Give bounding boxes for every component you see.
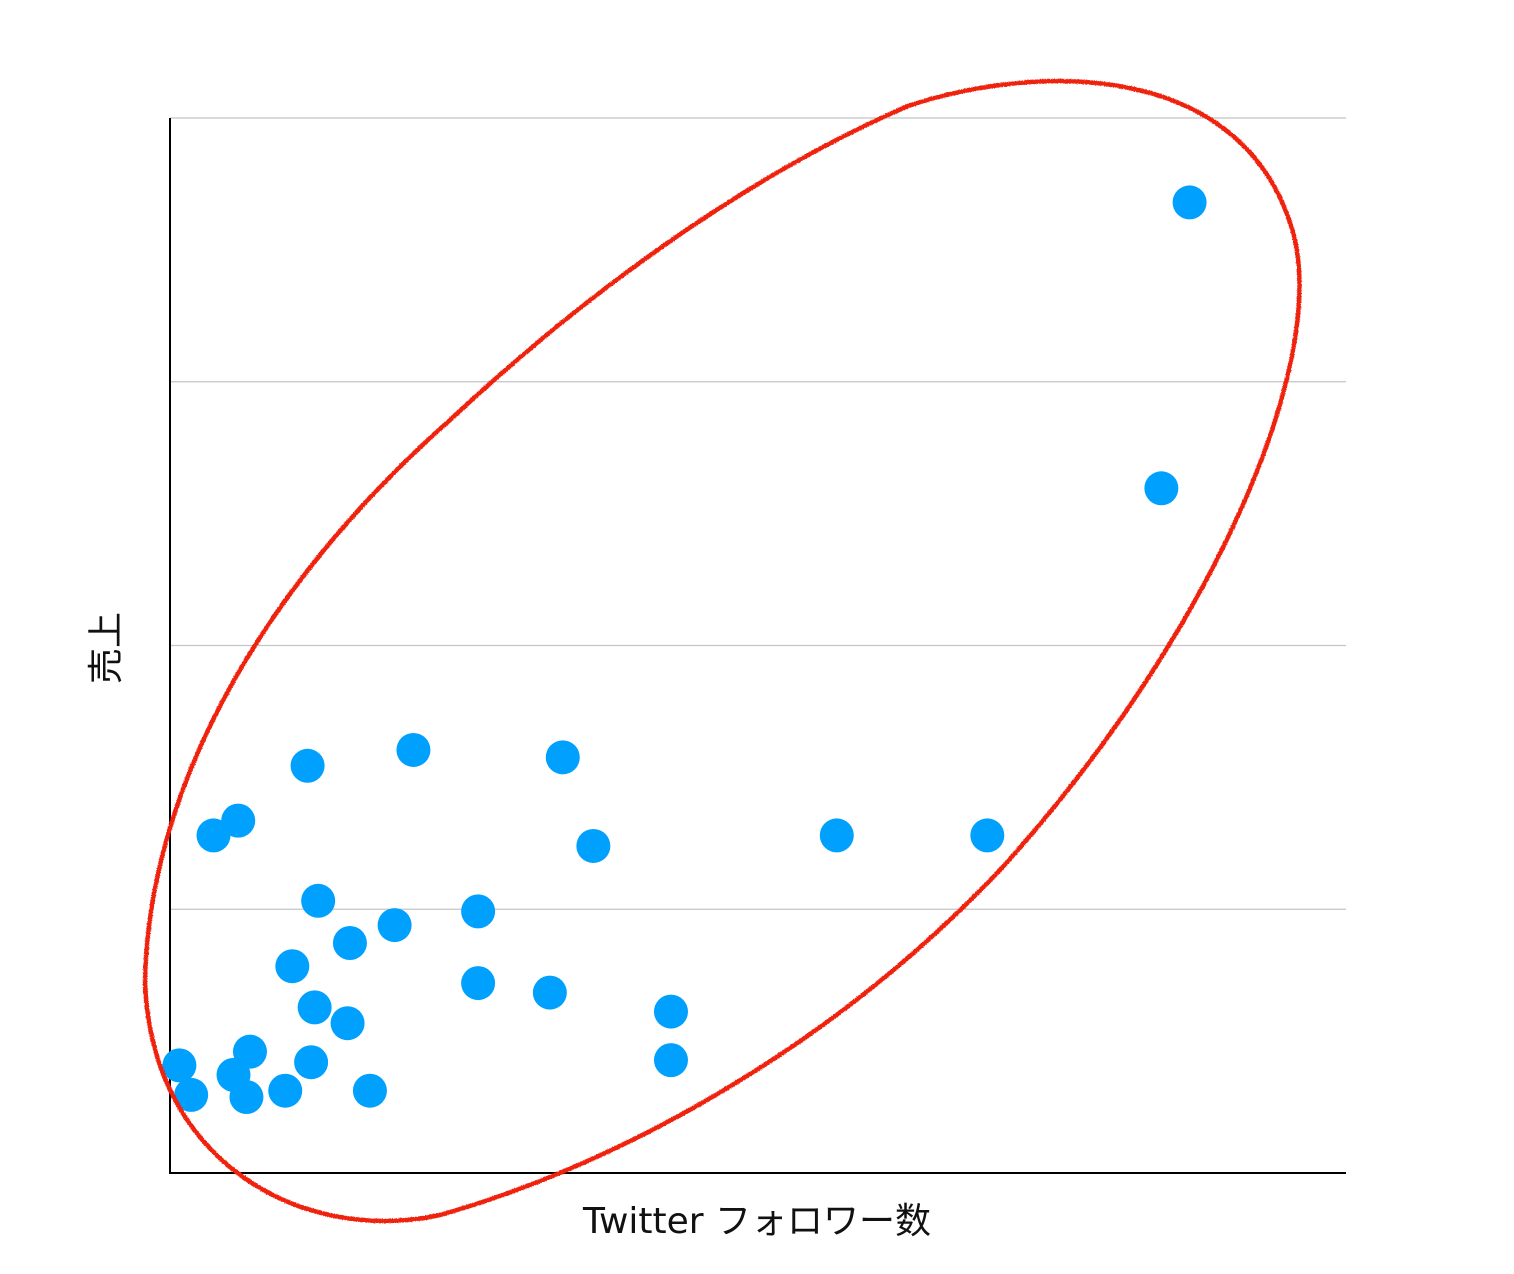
- data-point-26: [819, 818, 854, 853]
- data-points: [162, 185, 1207, 1115]
- data-point-18: [396, 732, 431, 767]
- data-point-24: [653, 994, 688, 1029]
- data-point-14: [332, 926, 367, 961]
- x-axis-label: Twitter フォロワー数: [582, 1201, 931, 1242]
- data-point-25: [653, 1043, 688, 1078]
- data-point-15: [330, 1006, 365, 1041]
- data-point-11: [301, 883, 336, 918]
- data-point-19: [461, 894, 496, 929]
- data-point-13: [294, 1045, 329, 1080]
- axes: [169, 118, 1346, 1174]
- data-point-21: [532, 975, 567, 1010]
- data-point-22: [545, 740, 580, 775]
- data-point-9: [290, 748, 325, 783]
- data-point-17: [377, 908, 412, 943]
- data-point-1: [162, 1048, 197, 1083]
- annotation-ellipse: [142, 78, 1302, 1224]
- data-point-28: [1144, 471, 1179, 506]
- gridlines: [170, 117, 1346, 910]
- data-point-29: [1172, 185, 1207, 220]
- data-point-12: [297, 990, 332, 1025]
- data-point-16: [352, 1073, 387, 1108]
- data-point-7: [229, 1080, 264, 1115]
- y-axis-label: 売上: [86, 612, 127, 684]
- data-point-2: [174, 1077, 209, 1112]
- data-point-27: [970, 818, 1005, 853]
- data-point-3: [196, 818, 231, 853]
- data-point-23: [576, 828, 611, 863]
- data-point-8: [268, 1073, 303, 1108]
- data-point-6: [232, 1034, 267, 1069]
- data-point-10: [275, 949, 310, 984]
- data-point-4: [221, 803, 256, 838]
- data-point-20: [461, 966, 496, 1001]
